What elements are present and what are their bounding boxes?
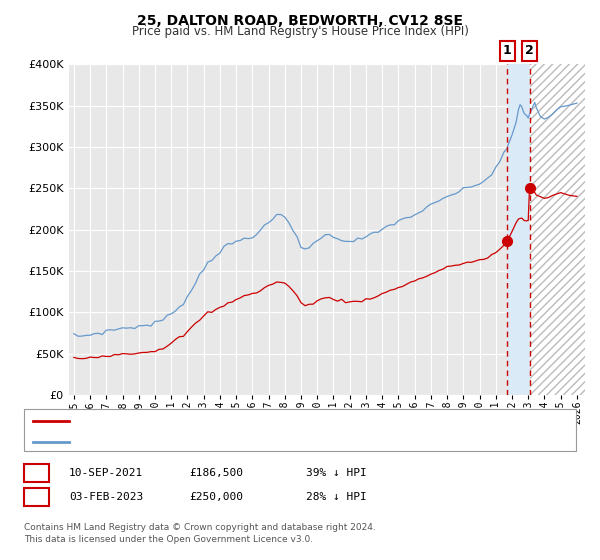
Text: This data is licensed under the Open Government Licence v3.0.: This data is licensed under the Open Gov…	[24, 535, 313, 544]
Bar	[530, 64, 585, 395]
Text: 2: 2	[525, 44, 534, 58]
Text: HPI: Average price, detached house, Nuneaton and Bedworth: HPI: Average price, detached house, Nune…	[75, 437, 395, 446]
Text: Price paid vs. HM Land Registry's House Price Index (HPI): Price paid vs. HM Land Registry's House …	[131, 25, 469, 38]
Text: 10-SEP-2021: 10-SEP-2021	[69, 468, 143, 478]
Text: 03-FEB-2023: 03-FEB-2023	[69, 492, 143, 502]
Bar	[530, 64, 585, 395]
Bar	[507, 64, 530, 395]
Text: £186,500: £186,500	[189, 468, 243, 478]
Text: 1: 1	[503, 44, 511, 58]
Text: 28% ↓ HPI: 28% ↓ HPI	[306, 492, 367, 502]
Text: 25, DALTON ROAD, BEDWORTH, CV12 8SE: 25, DALTON ROAD, BEDWORTH, CV12 8SE	[137, 14, 463, 28]
Text: 2: 2	[32, 491, 41, 504]
Text: Contains HM Land Registry data © Crown copyright and database right 2024.: Contains HM Land Registry data © Crown c…	[24, 523, 376, 532]
Text: 39% ↓ HPI: 39% ↓ HPI	[306, 468, 367, 478]
Text: 25, DALTON ROAD, BEDWORTH, CV12 8SE (detached house): 25, DALTON ROAD, BEDWORTH, CV12 8SE (det…	[75, 416, 389, 426]
Text: 1: 1	[32, 466, 41, 480]
Text: £250,000: £250,000	[189, 492, 243, 502]
